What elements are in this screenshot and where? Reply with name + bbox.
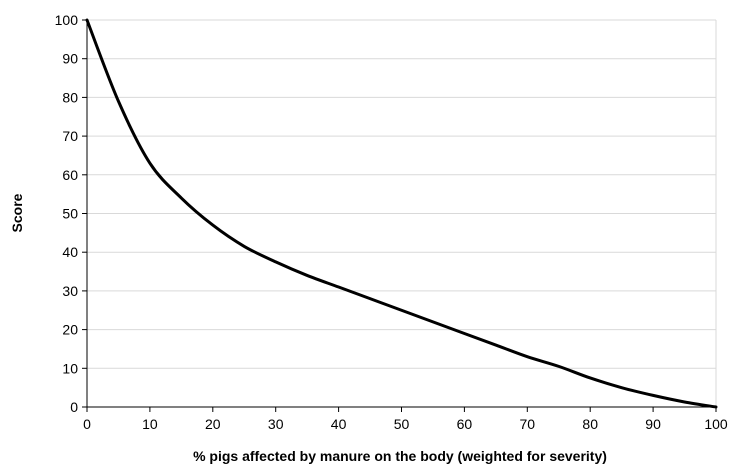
series-group bbox=[85, 18, 718, 409]
y-tick-label-8: 80 bbox=[62, 89, 78, 105]
x-tick-label-9: 90 bbox=[645, 416, 661, 432]
y-axis-title: Score bbox=[9, 193, 25, 232]
x-tick-label-3: 30 bbox=[268, 416, 284, 432]
x-tick-label-10: 100 bbox=[704, 416, 728, 432]
y-tick-label-2: 20 bbox=[62, 322, 78, 338]
x-tick-label-7: 70 bbox=[520, 416, 536, 432]
gridlines bbox=[87, 19, 717, 407]
y-tick-label-10: 100 bbox=[55, 12, 79, 28]
y-tick-label-7: 70 bbox=[62, 128, 78, 144]
y-tick-label-6: 60 bbox=[62, 167, 78, 183]
x-axis-ticks: 0 10 20 30 40 50 60 70 80 90 100 bbox=[83, 407, 728, 432]
x-tick-label-0: 0 bbox=[83, 416, 91, 432]
y-axis-ticks: 0 10 20 30 40 50 60 70 80 90 100 bbox=[55, 12, 87, 415]
y-tick-label-1: 10 bbox=[62, 360, 78, 376]
x-tick-label-6: 60 bbox=[457, 416, 473, 432]
x-tick-label-8: 80 bbox=[582, 416, 598, 432]
x-tick-label-2: 20 bbox=[205, 416, 221, 432]
y-tick-label-3: 30 bbox=[62, 283, 78, 299]
series-line-0 bbox=[85, 18, 718, 409]
y-tick-label-4: 40 bbox=[62, 244, 78, 260]
x-tick-label-1: 10 bbox=[142, 416, 158, 432]
y-tick-label-9: 90 bbox=[62, 51, 78, 67]
y-tick-label-5: 50 bbox=[62, 206, 78, 222]
x-tick-label-4: 40 bbox=[331, 416, 347, 432]
y-tick-label-0: 0 bbox=[70, 399, 78, 415]
x-axis-title: % pigs affected by manure on the body (w… bbox=[193, 448, 607, 464]
x-tick-label-5: 50 bbox=[394, 416, 410, 432]
